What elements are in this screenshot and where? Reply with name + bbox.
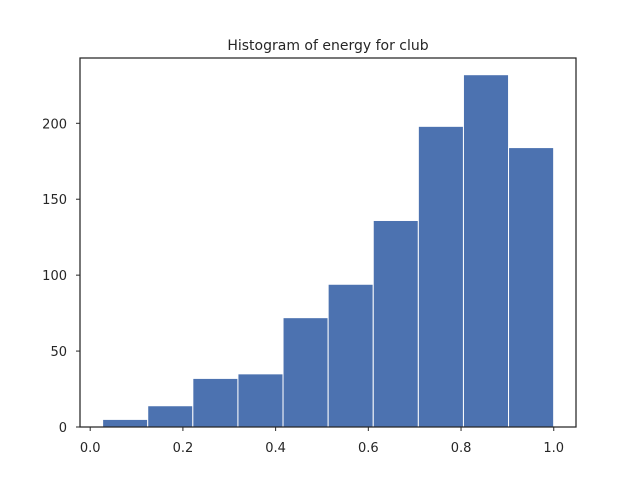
x-tick-label: 1.0 (543, 441, 564, 456)
histogram-bar (147, 405, 194, 428)
x-tick-label: 0.8 (451, 441, 472, 456)
histogram-bar (462, 74, 510, 428)
chart-title: Histogram of energy for club (227, 38, 428, 54)
y-axis-ticks: 0 50 100 150 200 (42, 117, 80, 436)
x-tick-label: 0.2 (173, 441, 194, 456)
histogram-bar (192, 377, 239, 428)
y-tick-label: 200 (42, 117, 67, 132)
x-tick-label: 0.6 (358, 441, 379, 456)
y-tick-label: 150 (42, 193, 67, 208)
histogram-bar (282, 317, 329, 428)
histogram-bar (417, 125, 464, 428)
y-tick-label: 50 (50, 345, 67, 360)
bars-group (102, 74, 555, 428)
plot-frame (79, 57, 577, 428)
histogram-bar (508, 147, 555, 428)
x-tick-label: 0.0 (80, 441, 101, 456)
x-axis-ticks: 0.0 0.2 0.4 0.6 0.8 1.0 (80, 427, 564, 456)
x-tick-label: 0.4 (265, 441, 286, 456)
y-tick-label: 0 (59, 421, 67, 436)
histogram-bar (102, 418, 149, 428)
histogram-bar (237, 373, 284, 428)
histogram-bar (372, 219, 419, 428)
histogram-bar (327, 283, 374, 428)
y-tick-label: 100 (42, 269, 67, 284)
